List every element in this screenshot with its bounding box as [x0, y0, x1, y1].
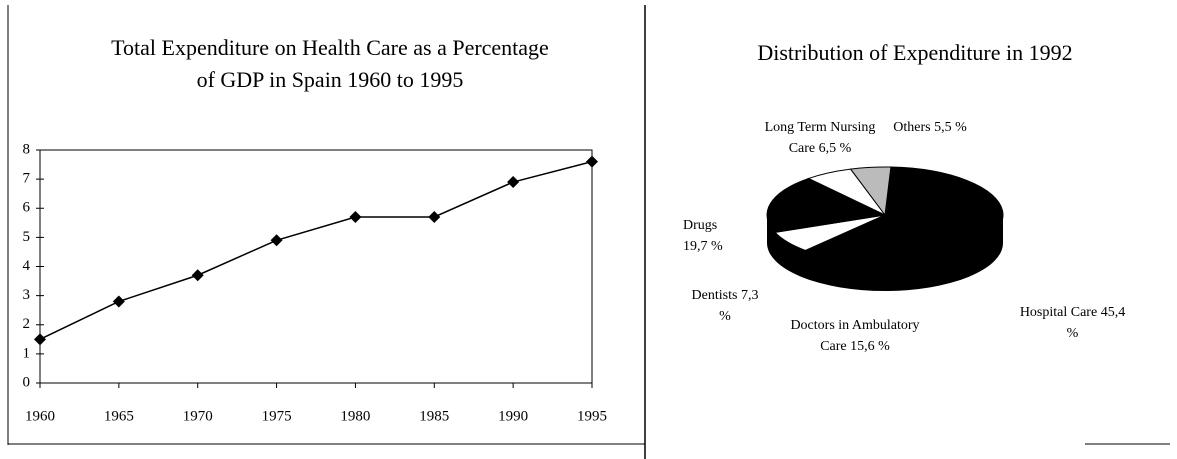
pie-slice — [884, 166, 1004, 263]
slice-label: Drugs 19,7 % — [683, 215, 743, 257]
marker — [507, 176, 520, 189]
category-name: Drugs — [683, 218, 718, 233]
marker — [349, 210, 362, 223]
slice-label: Doctors in Ambulatory Care 15,6 % — [790, 315, 920, 357]
value-label: 15,6 % — [850, 339, 890, 354]
category-name: Long Term Nursing Care — [764, 120, 876, 156]
slice-label: Dentists 7,3 % — [690, 285, 760, 327]
marker — [428, 210, 441, 223]
category-name: Hospital Care — [1019, 305, 1098, 320]
x-tick-label: 1970 — [183, 408, 213, 424]
marker — [270, 234, 283, 247]
x-tick-label: 1990 — [498, 408, 528, 424]
marker — [191, 269, 204, 282]
x-tick-label: 1985 — [419, 408, 449, 424]
value-label: 45,4 % — [1066, 305, 1126, 341]
y-tick-label: 4 — [23, 258, 31, 274]
category-name: Doctors in Ambulatory Care — [790, 318, 920, 354]
slice-label: Long Term Nursing Care 6,5 % — [755, 117, 885, 159]
marker — [112, 295, 125, 308]
y-tick-label: 7 — [23, 171, 31, 187]
y-tick-label: 6 — [23, 200, 31, 216]
pie-slice — [766, 177, 887, 233]
marker — [586, 155, 598, 168]
pie-slice — [849, 166, 892, 217]
slice-label: Hospital Care 45,4 % — [1015, 302, 1130, 344]
pie-slice — [804, 214, 914, 264]
plot-frame — [39, 149, 593, 384]
x-tick-label: 1960 — [25, 408, 55, 424]
value-label: 5,5 % — [934, 120, 967, 135]
value-label: 6,5 % — [818, 141, 852, 156]
chart-title: Total Expenditure on Health Care as a Pe… — [111, 35, 549, 92]
line — [39, 160, 593, 340]
x-tick-label: 1975 — [262, 408, 292, 424]
x-tick-label: 1980 — [340, 408, 370, 424]
x-tick-label: 1965 — [104, 408, 134, 424]
y-tick-label: 8 — [23, 141, 31, 157]
y-tick-label: 2 — [23, 316, 31, 332]
x-tick-label: 1995 — [577, 408, 607, 424]
y-tick-label: 5 — [23, 229, 31, 245]
y-tick-label: 3 — [23, 287, 31, 303]
value-label: 7,3 % — [719, 288, 759, 324]
marker — [34, 333, 46, 346]
y-tick-label: 1 — [23, 345, 31, 361]
slice-label: Others 5,5 % — [880, 117, 980, 138]
y-tick-label: 0 — [23, 374, 31, 390]
category-name: Others — [893, 120, 931, 135]
value-label: 19,7 % — [683, 239, 723, 254]
chart-title: Distribution of Expenditure in 1992 — [757, 40, 1072, 65]
category-name: Dentists — [691, 288, 738, 303]
